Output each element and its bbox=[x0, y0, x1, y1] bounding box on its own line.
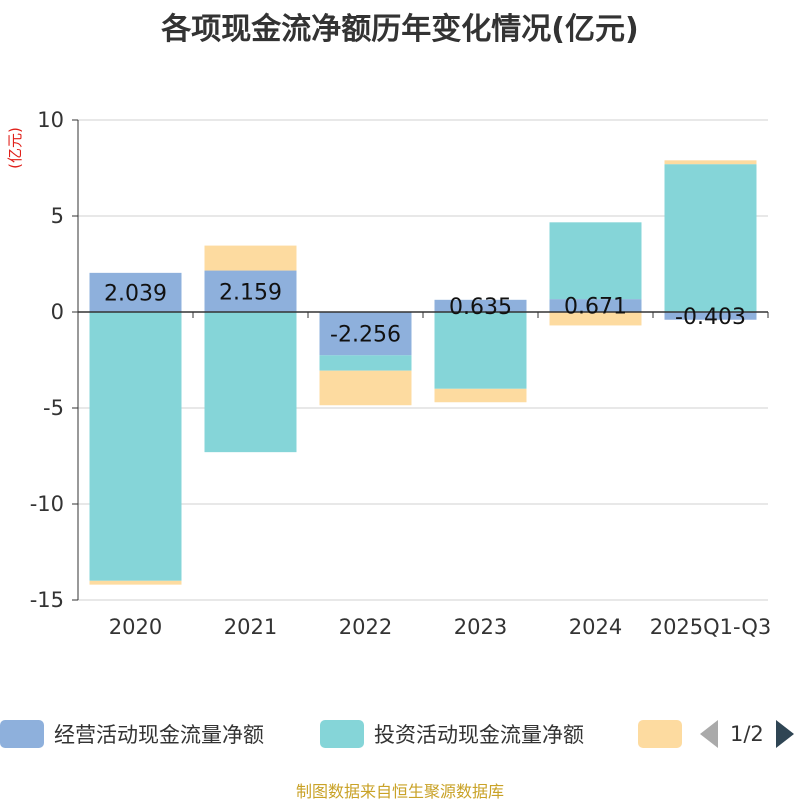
legend-label-investing: 投资活动现金流量净额 bbox=[374, 723, 584, 747]
bar-operating bbox=[549, 299, 642, 312]
bar-investing bbox=[664, 164, 757, 312]
bar-financing bbox=[664, 160, 757, 165]
pager-prev-icon[interactable] bbox=[700, 720, 718, 748]
x-tick-label: 2024 bbox=[569, 615, 622, 639]
y-tick-label: -5 bbox=[43, 396, 64, 420]
bar-investing bbox=[319, 355, 412, 371]
source-note: 制图数据来自恒生聚源数据库 bbox=[295, 782, 504, 801]
x-tick-label: 2022 bbox=[339, 615, 392, 639]
bar-operating bbox=[319, 312, 412, 356]
x-tick-label: 2020 bbox=[109, 615, 162, 639]
bar-operating bbox=[664, 312, 757, 320]
y-tick-label: 10 bbox=[37, 108, 64, 132]
bar-financing bbox=[549, 312, 642, 326]
bar-operating bbox=[89, 272, 182, 312]
bar-financing bbox=[204, 245, 297, 271]
legend-item-operating[interactable]: 经营活动现金流量净额 bbox=[0, 716, 264, 752]
chart-title: 各项现金流净额历年变化情况(亿元) bbox=[161, 12, 639, 47]
bar-investing bbox=[549, 222, 642, 300]
legend-label-operating: 经营活动现金流量净额 bbox=[54, 723, 264, 747]
data-label: 2.039 bbox=[104, 281, 167, 306]
legend-swatch-investing bbox=[320, 720, 364, 748]
bar-financing bbox=[434, 388, 527, 403]
y-tick-label: -10 bbox=[30, 492, 64, 516]
legend-swatch-operating bbox=[0, 720, 44, 748]
pager-page-text: 1/2 bbox=[730, 722, 764, 746]
bar-operating bbox=[434, 299, 527, 312]
bar-financing bbox=[319, 370, 412, 406]
bar-operating bbox=[204, 270, 297, 312]
x-tick-label: 2021 bbox=[224, 615, 277, 639]
bar-investing bbox=[204, 312, 297, 453]
y-tick-label: 5 bbox=[51, 204, 64, 228]
data-label: -2.256 bbox=[330, 323, 401, 348]
y-tick-label: 0 bbox=[51, 300, 64, 324]
legend: 经营活动现金流量净额 投资活动现金流量净额 bbox=[0, 716, 800, 756]
bar-financing bbox=[89, 580, 182, 585]
pager-next-icon[interactable] bbox=[775, 720, 794, 748]
y-axis-label: (亿元) bbox=[6, 127, 24, 169]
legend-swatch-financing bbox=[638, 720, 682, 748]
data-label: 2.159 bbox=[219, 280, 282, 305]
data-label: -0.403 bbox=[675, 305, 746, 330]
y-tick-label: -15 bbox=[30, 588, 64, 612]
x-tick-label: 2023 bbox=[454, 615, 507, 639]
legend-pager: 1/2 bbox=[700, 716, 794, 752]
data-label: 0.635 bbox=[449, 295, 512, 320]
legend-item-financing[interactable] bbox=[638, 716, 692, 752]
bar-investing bbox=[434, 312, 527, 389]
legend-item-investing[interactable]: 投资活动现金流量净额 bbox=[320, 716, 584, 752]
x-tick-label: 2025Q1-Q3 bbox=[650, 615, 772, 639]
data-label: 0.671 bbox=[564, 295, 627, 320]
bar-investing bbox=[89, 312, 182, 581]
